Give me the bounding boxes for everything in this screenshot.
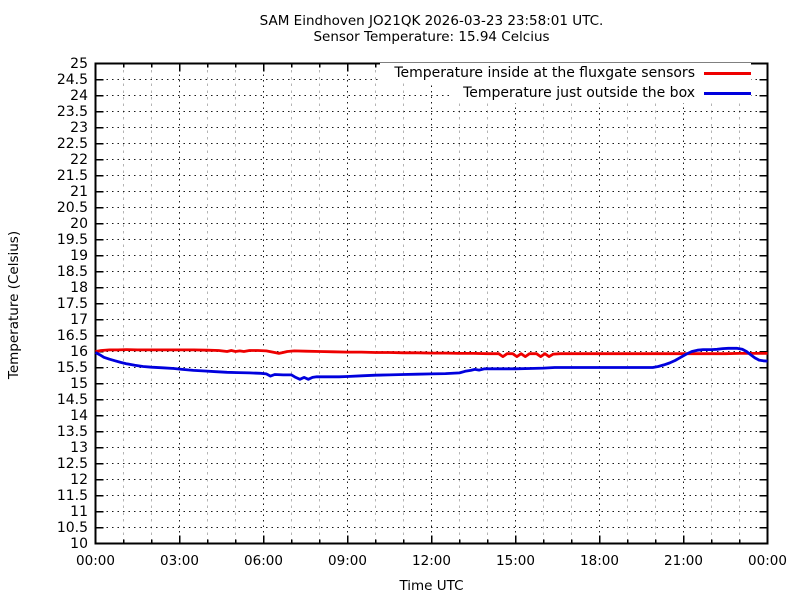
y-tick-label: 22.5: [56, 135, 88, 152]
series-line-1: [94, 346, 768, 381]
y-tick-label: 15.5: [56, 359, 88, 376]
x-tick-label: 12:00: [412, 553, 451, 569]
y-tick-label: 24: [70, 87, 88, 104]
y-tick-label: 25: [70, 55, 88, 72]
y-tick-label: 13: [70, 439, 88, 456]
x-tick-label: 06:00: [244, 553, 283, 569]
legend: Temperature inside at the fluxgate senso…: [0, 63, 751, 103]
y-tick-label: 24.5: [56, 71, 88, 88]
y-tick-label: 21.5: [56, 167, 88, 184]
y-tick-label: 14.5: [56, 391, 88, 408]
y-tick-label: 16: [70, 343, 88, 360]
legend-line-red: [704, 71, 751, 75]
x-tick-label: 00:00: [748, 553, 787, 569]
y-tick-label: 21: [70, 183, 88, 200]
y-tick-label: 17: [70, 311, 88, 328]
y-tick-label: 23: [70, 119, 88, 136]
chart-title: SAM Eindhoven JO21QK 2026-03-23 23:58:01…: [259, 13, 604, 29]
x-tick-label: 18:00: [580, 553, 619, 569]
y-tick-label: 19.5: [56, 231, 88, 248]
y-tick-label: 17.5: [56, 295, 88, 312]
y-tick-label: 11.5: [56, 487, 88, 504]
y-tick-label: 18.5: [56, 263, 88, 280]
x-tick-label: 09:00: [328, 553, 367, 569]
legend-item-inside: Temperature inside at the fluxgate senso…: [380, 63, 751, 83]
y-tick-label: 15: [70, 375, 88, 392]
legend-item-outside: Temperature just outside the box: [449, 83, 751, 103]
y-tick-label: 20: [70, 215, 88, 232]
x-tick-label: 15:00: [496, 553, 535, 569]
y-tick-label: 20.5: [56, 199, 88, 216]
y-tick-label: 23.5: [56, 103, 88, 120]
x-tick-label: 03:00: [160, 553, 199, 569]
legend-label-outside: Temperature just outside the box: [463, 85, 695, 101]
y-tick-label: 22: [70, 151, 88, 168]
y-tick-label: 12.5: [56, 455, 88, 472]
y-tick-label: 11: [70, 503, 88, 520]
y-tick-label: 18: [70, 279, 88, 296]
y-tick-label: 16.5: [56, 327, 88, 344]
y-tick-label: 10: [70, 535, 88, 552]
legend-line-blue: [704, 91, 751, 95]
y-tick-label: 14: [70, 407, 88, 424]
series-line-0: [95, 348, 768, 359]
chart-subtitle: Sensor Temperature: 15.94 Celcius: [313, 29, 550, 45]
legend-label-inside: Temperature inside at the fluxgate senso…: [394, 65, 695, 81]
x-axis-label: Time UTC: [399, 578, 464, 594]
x-tick-label: 21:00: [664, 553, 703, 569]
y-tick-label: 19: [70, 247, 88, 264]
x-tick-label: 00:00: [76, 553, 115, 569]
y-tick-label: 13.5: [56, 423, 88, 440]
y-tick-label: 10.5: [56, 519, 88, 536]
y-tick-label: 12: [70, 471, 88, 488]
